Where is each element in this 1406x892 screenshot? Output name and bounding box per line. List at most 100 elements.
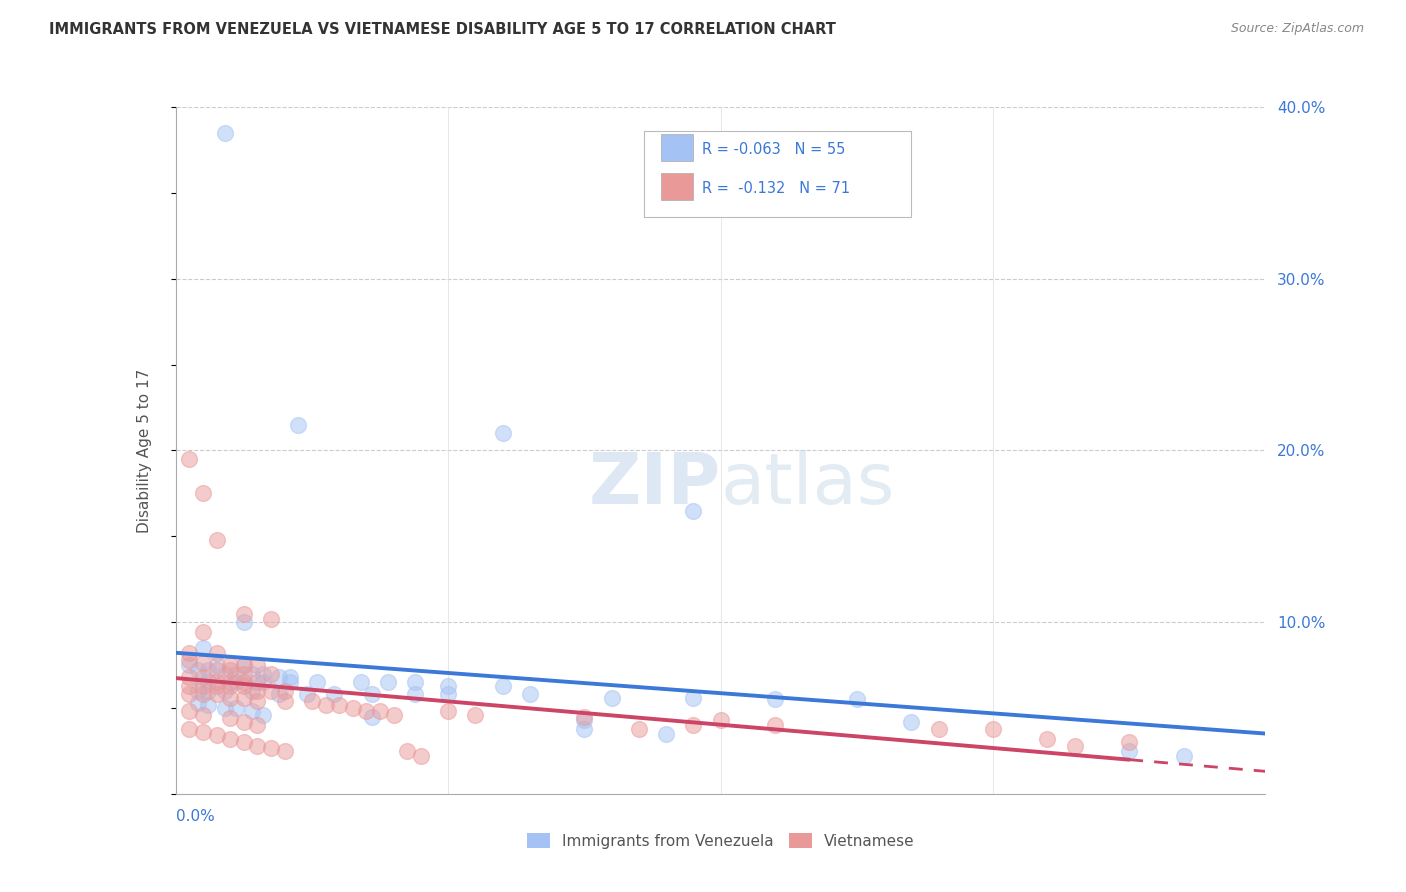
Point [307,675,329,690]
Point [197,675,219,690]
Point [179,646,201,660]
Point [225,675,247,690]
Point [214,683,236,698]
Point [519,687,541,701]
Point [186,663,209,677]
Point [274,683,297,698]
Point [315,698,337,712]
Point [356,705,378,719]
Point [191,707,214,722]
Point [269,670,291,684]
Point [900,714,922,729]
Point [492,426,515,441]
FancyBboxPatch shape [661,134,693,161]
Point [219,663,242,677]
Point [186,696,209,710]
Text: atlas: atlas [721,450,896,519]
Point [225,666,247,681]
Point [214,701,236,715]
Point [214,666,236,681]
Point [600,690,623,705]
Point [214,126,236,140]
Point [274,744,297,758]
Point [655,727,678,741]
Point [682,718,704,732]
Y-axis label: Disability Age 5 to 17: Disability Age 5 to 17 [138,368,152,533]
Point [928,722,950,736]
Point [260,740,283,755]
Point [360,687,382,701]
Point [252,666,274,681]
Point [981,722,1004,736]
Point [191,725,214,739]
Point [219,658,242,673]
Point [240,683,263,698]
Legend: Immigrants from Venezuela, Vietnamese: Immigrants from Venezuela, Vietnamese [520,827,921,855]
Text: R = -0.063   N = 55: R = -0.063 N = 55 [702,142,845,157]
Point [232,714,254,729]
Point [232,735,254,749]
Point [179,452,201,467]
Point [260,612,283,626]
Point [1118,735,1140,749]
Point [409,749,432,764]
Point [205,646,228,660]
Text: 0.0%: 0.0% [176,809,215,824]
Point [179,679,201,693]
Point [260,683,283,698]
Point [246,675,269,690]
Point [252,707,274,722]
Point [246,739,269,753]
Point [627,722,650,736]
Point [710,713,733,727]
Text: R =  -0.132   N = 71: R = -0.132 N = 71 [702,180,851,195]
Point [219,690,242,705]
Point [186,683,209,698]
Point [219,711,242,725]
Point [232,607,254,621]
Point [205,675,228,690]
Point [197,683,219,698]
Point [191,687,214,701]
Point [763,692,786,706]
Point [377,675,399,690]
Point [278,670,301,684]
Point [252,675,274,690]
Point [396,744,419,758]
Point [269,687,291,701]
Point [260,666,283,681]
Point [246,694,269,708]
Point [287,417,309,432]
Point [360,709,382,723]
Point [232,679,254,693]
Point [205,658,228,673]
Point [246,658,269,673]
Point [179,722,201,736]
Point [191,670,214,684]
Point [301,694,323,708]
Point [179,705,201,719]
Point [191,625,214,640]
Point [240,666,263,681]
Point [328,698,350,712]
Point [232,690,254,705]
Text: ZIP: ZIP [588,450,721,519]
Point [682,690,704,705]
Point [232,658,254,673]
Point [205,729,228,743]
Point [191,640,214,655]
Point [322,687,344,701]
Point [405,675,427,690]
Point [437,705,460,719]
Point [191,657,214,671]
Point [574,713,596,727]
Text: Source: ZipAtlas.com: Source: ZipAtlas.com [1230,22,1364,36]
Point [179,687,201,701]
FancyBboxPatch shape [661,173,693,200]
Point [350,675,373,690]
Point [1173,749,1195,764]
Point [232,615,254,630]
Point [682,503,704,517]
Point [179,658,201,673]
Point [219,679,242,693]
